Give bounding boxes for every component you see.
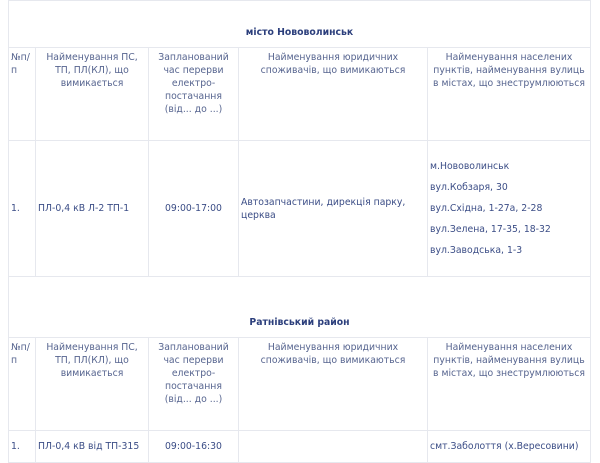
header-line: Найменування ПС, ТП, ПЛ(КЛ), що вимикаєт… bbox=[35, 337, 149, 431]
outage-table-ratne: Ратнівський район №п/п Найменування ПС, … bbox=[7, 276, 592, 463]
cell-consumers bbox=[238, 430, 428, 463]
cell-line: ПЛ-0,4 кВ Л-2 ТП-1 bbox=[35, 140, 149, 277]
section-title: Ратнівський район bbox=[7, 276, 592, 338]
table-row: 1. ПЛ-0,4 кВ Л-2 ТП-1 09:00-17:00 Автоза… bbox=[8, 140, 592, 277]
place: вул.Кобзаря, 30 bbox=[430, 182, 508, 193]
header-time: Запланований час перерви електро-постача… bbox=[148, 47, 239, 141]
header-places: Найменування населених пунктів, найменув… bbox=[426, 337, 592, 431]
header-places: Найменування населених пунктів, найменув… bbox=[426, 47, 592, 141]
header-line: Найменування ПС, ТП, ПЛ(КЛ), що вимикаєт… bbox=[35, 47, 149, 141]
place: м.Нововолинськ bbox=[430, 161, 510, 172]
outage-table-novovolynsk: місто Нововолинськ №п/п Найменування ПС,… bbox=[7, 0, 592, 277]
section-title: місто Нововолинськ bbox=[7, 0, 592, 48]
header-number: №п/п bbox=[8, 47, 36, 141]
header-time: Запланований час перерви електро-постача… bbox=[148, 337, 239, 431]
header-number: №п/п bbox=[8, 337, 36, 431]
cell-line: ПЛ-0,4 кВ від ТП-315 bbox=[35, 430, 149, 463]
cell-time: 09:00-16:30 bbox=[148, 430, 239, 463]
cell-number: 1. bbox=[8, 430, 36, 463]
table-row: 1. ПЛ-0,4 кВ від ТП-315 09:00-16:30 смт.… bbox=[8, 430, 592, 463]
cell-places: м.Нововолинськ вул.Кобзаря, 30 вул.Східн… bbox=[426, 140, 592, 277]
cell-number: 1. bbox=[8, 140, 36, 277]
header-consumers: Найменування юридичних споживачів, що ви… bbox=[238, 337, 428, 431]
place: вул.Східна, 1-27а, 2-28 bbox=[430, 203, 543, 214]
header-consumers: Найменування юридичних споживачів, що ви… bbox=[238, 47, 428, 141]
cell-time: 09:00-17:00 bbox=[148, 140, 239, 277]
place: вул.Заводська, 1-3 bbox=[430, 245, 523, 256]
place: вул.Зелена, 17-35, 18-32 bbox=[430, 224, 551, 235]
cell-consumers: Автозапчастини, дирекція парку, церква bbox=[238, 140, 428, 277]
cell-places: смт.Заболоття (х.Вересовини) bbox=[426, 430, 592, 463]
